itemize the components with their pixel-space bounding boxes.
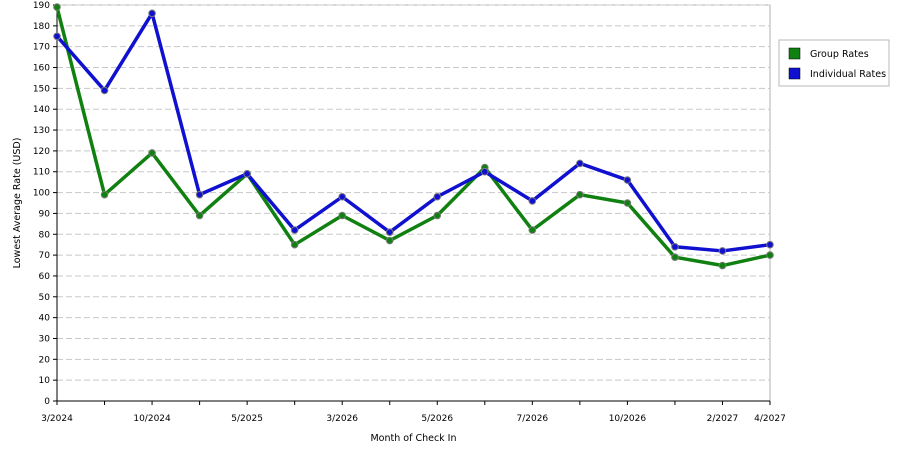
x-tick-label: 2/2027 — [707, 414, 739, 424]
data-point-individual-rates — [671, 242, 679, 251]
x-tick-label: 4/2027 — [754, 414, 786, 424]
data-point-group-rates — [576, 190, 584, 199]
data-point-individual-rates — [766, 240, 774, 249]
series-layer — [53, 3, 774, 270]
data-point-group-rates — [148, 149, 156, 157]
y-tick-label: 40 — [39, 314, 51, 324]
data-point-individual-rates — [528, 197, 537, 205]
y-tick-label: 140 — [33, 105, 50, 115]
y-tick-label: 30 — [39, 334, 51, 344]
data-point-group-rates — [718, 261, 727, 270]
y-tick-label: 170 — [33, 43, 50, 53]
data-point-group-rates — [433, 211, 442, 220]
data-point-individual-rates — [195, 190, 204, 199]
x-tick-label: 3/2026 — [326, 414, 358, 424]
data-point-group-rates — [100, 190, 109, 199]
legend-swatch-group-rates — [788, 47, 801, 60]
y-tick-label: 150 — [33, 84, 50, 94]
y-tick-label: 110 — [33, 168, 50, 178]
data-point-group-rates — [53, 3, 61, 11]
y-tick-label: 90 — [39, 209, 51, 219]
x-axis-label: Month of Check In — [370, 433, 456, 444]
data-point-group-rates — [766, 251, 774, 259]
y-tick-label: 160 — [33, 64, 50, 74]
x-tick-label: 3/2024 — [41, 414, 73, 424]
data-point-group-rates — [338, 211, 347, 220]
y-tick-label: 120 — [33, 147, 50, 157]
y-tick-label: 80 — [39, 230, 51, 240]
legend-swatch-individual-rates — [788, 67, 801, 80]
data-point-individual-rates — [481, 167, 489, 176]
y-tick-label: 130 — [33, 126, 50, 136]
axis-layer: 0 10 20 30 40 50 60 70 80 90 100 110 120 130 140 150 160… — [33, 1, 786, 424]
data-point-group-rates — [290, 240, 299, 249]
x-tick-label: 10/2026 — [609, 414, 647, 424]
data-point-individual-rates — [100, 86, 109, 95]
y-tick-label: 10 — [39, 376, 51, 386]
x-tick-label: 5/2026 — [421, 414, 453, 424]
legend: Group Rates Individual Rates — [778, 39, 890, 87]
data-point-individual-rates — [433, 192, 442, 201]
data-point-group-rates — [195, 211, 204, 220]
data-point-group-rates — [623, 199, 632, 207]
y-tick-label: 70 — [39, 251, 51, 261]
data-point-group-rates — [671, 253, 679, 261]
y-tick-label: 180 — [33, 22, 50, 32]
data-point-individual-rates — [623, 176, 632, 184]
x-tick-label: 7/2026 — [516, 414, 548, 424]
y-tick-label: 60 — [39, 272, 51, 282]
y-tick-label: 0 — [44, 397, 50, 407]
grid-layer — [56, 4, 771, 402]
data-point-individual-rates — [53, 32, 61, 41]
y-tick-label: 100 — [33, 189, 50, 199]
x-tick-label: 5/2025 — [231, 414, 263, 424]
y-tick-label: 190 — [33, 1, 50, 11]
legend-label-group-rates: Group Rates — [810, 49, 869, 60]
data-point-individual-rates — [576, 159, 584, 168]
plot-area — [56, 4, 771, 402]
y-tick-label: 20 — [39, 355, 51, 365]
data-point-individual-rates — [290, 226, 299, 234]
x-tick-label: 10/2024 — [133, 414, 171, 424]
data-point-group-rates — [385, 236, 394, 245]
data-point-individual-rates — [385, 228, 394, 236]
data-point-individual-rates — [243, 170, 251, 178]
y-tick-label: 50 — [39, 293, 51, 303]
data-point-group-rates — [528, 226, 537, 234]
data-point-individual-rates — [338, 192, 347, 201]
series-line-group-rates — [55, 5, 772, 268]
data-point-individual-rates — [148, 9, 156, 18]
series-line-individual-rates — [55, 11, 772, 253]
legend-label-individual-rates: Individual Rates — [810, 69, 886, 80]
y-axis-label: Lowest Average Rate (USD) — [12, 138, 23, 269]
data-point-individual-rates — [718, 247, 727, 255]
